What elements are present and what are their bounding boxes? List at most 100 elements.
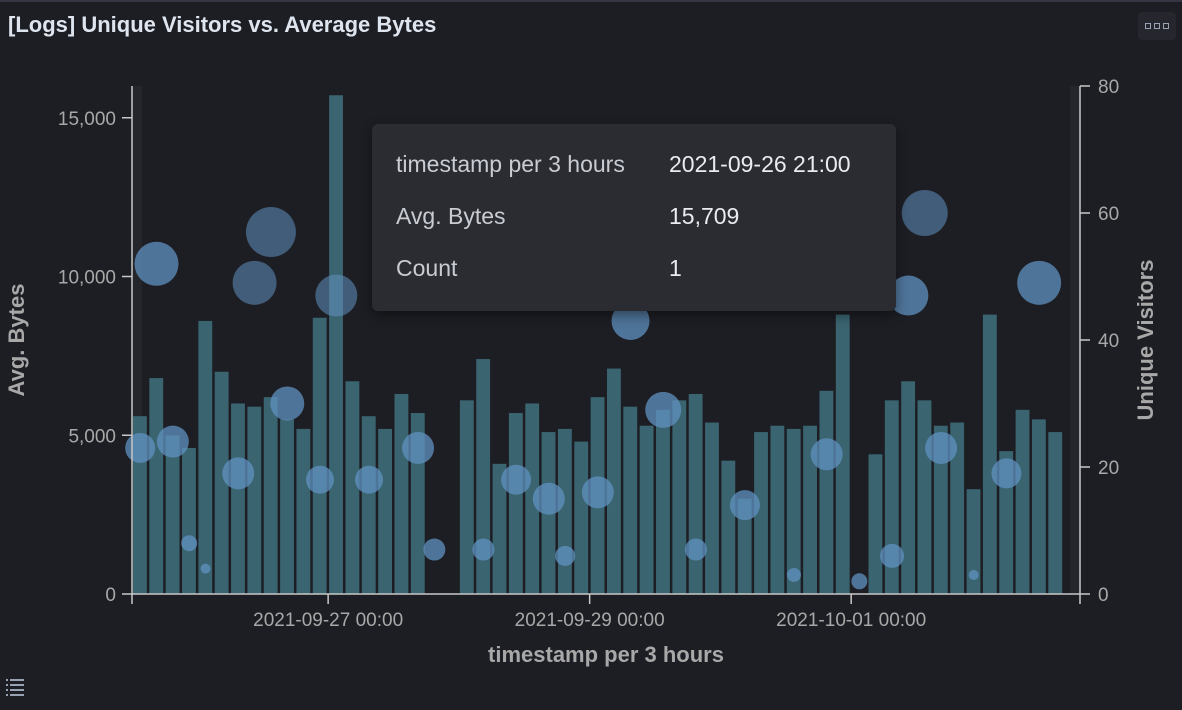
bubble[interactable] [156,425,189,458]
bar[interactable] [803,425,817,594]
bubble[interactable] [684,538,707,561]
bubble[interactable] [581,476,614,509]
bubble[interactable] [786,567,801,582]
bubble[interactable] [611,301,650,340]
bubble[interactable] [901,190,948,236]
panel-options-button[interactable] [1138,12,1176,40]
bar[interactable] [361,416,376,594]
tooltip-value: 15,709 [669,202,740,229]
bar-series [133,95,1063,595]
tooltip: timestamp per 3 hours 2021-09-26 21:00 A… [372,124,896,311]
bubble[interactable] [991,458,1022,489]
bar[interactable] [705,422,719,594]
bar[interactable] [786,428,801,594]
x-tick-label: 2021-10-01 00:00 [776,610,926,631]
bubble[interactable] [880,543,905,568]
bar[interactable] [459,400,474,594]
bar[interactable] [950,422,965,594]
y-axis-title: Avg. Bytes [4,284,29,397]
bubble[interactable] [270,386,305,421]
bar[interactable] [770,425,785,594]
bar[interactable] [1031,419,1046,594]
bar[interactable] [394,393,409,594]
y2-axis-title: Unique Visitors [1133,260,1158,421]
bubble[interactable] [245,207,296,258]
bar[interactable] [688,393,703,594]
bar[interactable] [508,413,523,594]
bubble[interactable] [851,573,868,590]
bubble[interactable] [729,490,760,521]
bubble[interactable] [1017,260,1062,305]
bar[interactable] [182,447,196,594]
bar[interactable] [280,419,294,594]
bar[interactable] [868,454,883,594]
bar[interactable] [525,403,540,595]
bar[interactable] [639,425,654,594]
bar[interactable] [835,314,850,594]
bubble[interactable] [181,535,198,552]
bar[interactable] [623,406,638,594]
y2-tick-label: 20 [1098,458,1119,479]
legend-toggle-button[interactable] [2,674,28,700]
bubble[interactable] [200,563,211,574]
bar[interactable] [672,400,687,594]
bubble[interactable] [134,241,179,286]
bar[interactable] [1015,409,1030,594]
bar[interactable] [231,403,245,595]
bubble[interactable] [472,538,495,561]
bubble[interactable] [925,431,958,464]
bubble[interactable] [555,545,576,566]
bar[interactable] [721,460,736,594]
bar[interactable] [574,441,589,594]
x-tick-label: 2021-09-29 00:00 [515,610,665,631]
bar[interactable] [214,371,229,594]
bar[interactable] [165,435,180,594]
bar[interactable] [312,317,327,594]
bubble[interactable] [305,465,334,494]
bar[interactable] [247,406,262,594]
bar[interactable] [933,425,948,594]
bar[interactable] [737,498,752,594]
bar[interactable] [263,397,278,594]
bubble[interactable] [315,274,358,317]
legend-list-icon [6,679,24,696]
bubble[interactable] [968,569,979,580]
bar[interactable] [329,95,343,594]
bar[interactable] [917,400,932,594]
bar[interactable] [819,390,834,594]
options-icon [1145,23,1151,29]
bubble[interactable] [888,275,929,316]
bar[interactable] [149,378,164,594]
panel-title: [Logs] Unique Visitors vs. Average Bytes [8,12,437,37]
bar[interactable] [754,432,768,594]
bubble[interactable] [402,431,435,464]
bubble[interactable] [532,482,565,515]
bar[interactable] [557,428,572,594]
bar[interactable] [198,320,213,594]
bar[interactable] [476,359,491,594]
y2-tick-label: 0 [1098,585,1109,606]
bar[interactable] [901,381,916,594]
bar[interactable] [982,314,997,594]
bubble[interactable] [423,538,446,561]
axes: 0 5,000 10,000 15,000 0 20 40 60 80 2021-09-27 00… [58,77,1119,631]
bar[interactable] [966,489,981,594]
bar[interactable] [656,409,670,594]
bar[interactable] [1048,432,1063,594]
bar[interactable] [345,381,360,594]
bubble[interactable] [125,432,156,463]
bar[interactable] [492,463,507,594]
bar[interactable] [607,368,621,594]
bubble[interactable] [355,465,383,494]
y-tick-label: 15,000 [58,109,116,130]
bubble[interactable] [501,464,532,495]
bar[interactable] [296,428,311,594]
bar[interactable] [378,428,393,594]
bubble[interactable] [810,438,843,471]
bubble[interactable] [222,457,255,490]
tooltip-key: Avg. Bytes [396,202,506,229]
y-tick-label: 5,000 [68,426,116,447]
bubble[interactable] [645,391,682,428]
bubble[interactable] [232,260,277,305]
